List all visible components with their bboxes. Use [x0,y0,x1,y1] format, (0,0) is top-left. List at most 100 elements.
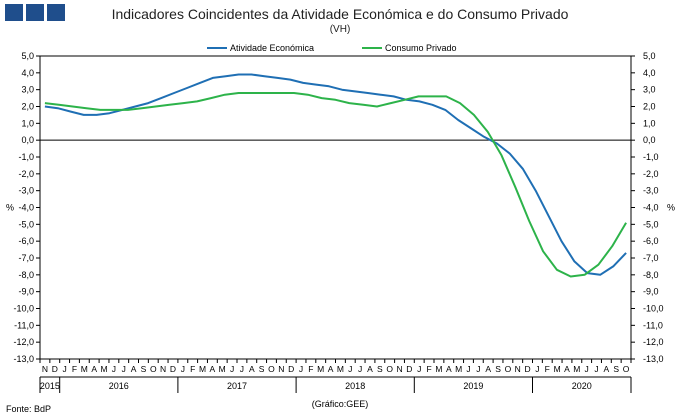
x-tick-label: J [299,364,303,374]
y-tick-label: -1,0 [643,152,659,162]
y-tick-label: -7,0 [18,253,34,263]
x-tick-label: J [535,364,539,374]
y-tick-label: 5,0 [21,51,34,61]
x-tick-label: J [122,364,126,374]
x-tick-label: S [259,364,265,374]
series-line [44,73,627,276]
x-tick-label: M [573,364,580,374]
x-tick-label: F [308,364,313,374]
x-tick-label: J [230,364,234,374]
x-tick-label: D [288,364,294,374]
x-tick-label: M [554,364,561,374]
x-tick-label: S [495,364,501,374]
logo-block [47,4,65,21]
y-tick-label: 0,0 [643,135,656,145]
y-tick-label: -11,0 [643,320,663,330]
chart-title: Indicadores Coincidentes da Atividade Ec… [111,6,569,22]
x-tick-label: S [613,364,619,374]
x-tick-label: N [160,364,166,374]
x-tick-label: J [594,364,598,374]
x-tick-label: A [131,364,137,374]
chart-subtitle: (VH) [329,24,351,35]
x-tick-label: J [466,364,470,374]
chart-credit: (Gráfico:GEE) [311,399,369,409]
source-note: Fonte: BdP [6,404,52,414]
y-tick-label: -2,0 [18,169,34,179]
x-tick-label: J [181,364,185,374]
y-tick-label: -9,0 [18,287,34,297]
series-line [44,92,627,278]
x-tick-label: M [435,364,442,374]
x-tick-label: O [268,364,275,374]
y-axis-label: % [667,203,675,213]
y-tick-label: -3,0 [643,186,659,196]
y-tick-label: -10,0 [13,304,34,314]
y-tick-label: -8,0 [18,270,34,280]
x-tick-label: O [150,364,157,374]
x-tick-label: S [377,364,383,374]
year-label: 2018 [345,381,365,391]
y-tick-label: -4,0 [643,203,659,213]
x-tick-label: J [240,364,244,374]
y-axis-label: % [6,203,14,213]
logo-block [5,4,23,21]
y-tick-label: -11,0 [14,320,34,330]
y-tick-label: -4,0 [18,203,34,213]
x-tick-label: N [42,364,48,374]
x-tick-label: D [525,364,531,374]
x-tick-label: A [328,364,334,374]
y-tick-label: -1,0 [18,152,34,162]
y-tick-label: 3,0 [643,85,656,95]
x-tick-label: J [112,364,116,374]
y-tick-label: -12,0 [643,337,664,347]
x-tick-label: J [348,364,352,374]
x-tick-label: A [91,364,97,374]
x-tick-label: F [545,364,550,374]
x-tick-label: M [100,364,107,374]
x-tick-label: A [210,364,216,374]
logo-block [26,4,44,21]
x-tick-label: O [386,364,393,374]
legend-label: Consumo Privado [385,43,457,53]
y-tick-label: 3,0 [21,85,34,95]
y-tick-label: -5,0 [643,219,659,229]
legend-label: Atividade Económica [230,43,314,53]
y-tick-label: -8,0 [643,270,659,280]
x-tick-label: N [278,364,284,374]
x-tick-label: F [72,364,77,374]
y-tick-label: 1,0 [643,118,656,128]
y-tick-label: -2,0 [643,169,659,179]
brand-logo [5,4,65,21]
y-tick-label: -12,0 [13,337,34,347]
year-label: 2020 [572,381,592,391]
year-label: 2015 [40,381,60,391]
x-tick-label: M [455,364,462,374]
year-label: 2019 [463,381,483,391]
x-tick-label: A [446,364,452,374]
y-tick-label: 4,0 [21,68,34,78]
year-label: 2016 [109,381,129,391]
y-tick-label: -7,0 [643,253,659,263]
y-tick-label: 0,0 [21,135,34,145]
x-tick-label: F [426,364,431,374]
plot-frame [39,55,632,360]
x-tick-label: A [604,364,610,374]
y-tick-label: -9,0 [643,287,659,297]
y-tick-label: 1,0 [21,118,34,128]
chart-legend: Atividade Económica Consumo Privado [207,43,457,53]
y-tick-label: 4,0 [643,68,656,78]
x-tick-label: J [476,364,480,374]
x-tick-label: M [219,364,226,374]
y-tick-label: 5,0 [643,51,656,61]
y-tick-label: -6,0 [643,236,659,246]
x-tick-label: D [170,364,176,374]
x-tick-label: A [249,364,255,374]
x-tick-label: J [585,364,589,374]
x-tick-label: M [199,364,206,374]
x-tick-label: O [505,364,512,374]
x-tick-label: O [623,364,630,374]
x-tick-label: N [515,364,521,374]
y-tick-label: -13,0 [13,354,34,364]
x-tick-label: N [396,364,402,374]
